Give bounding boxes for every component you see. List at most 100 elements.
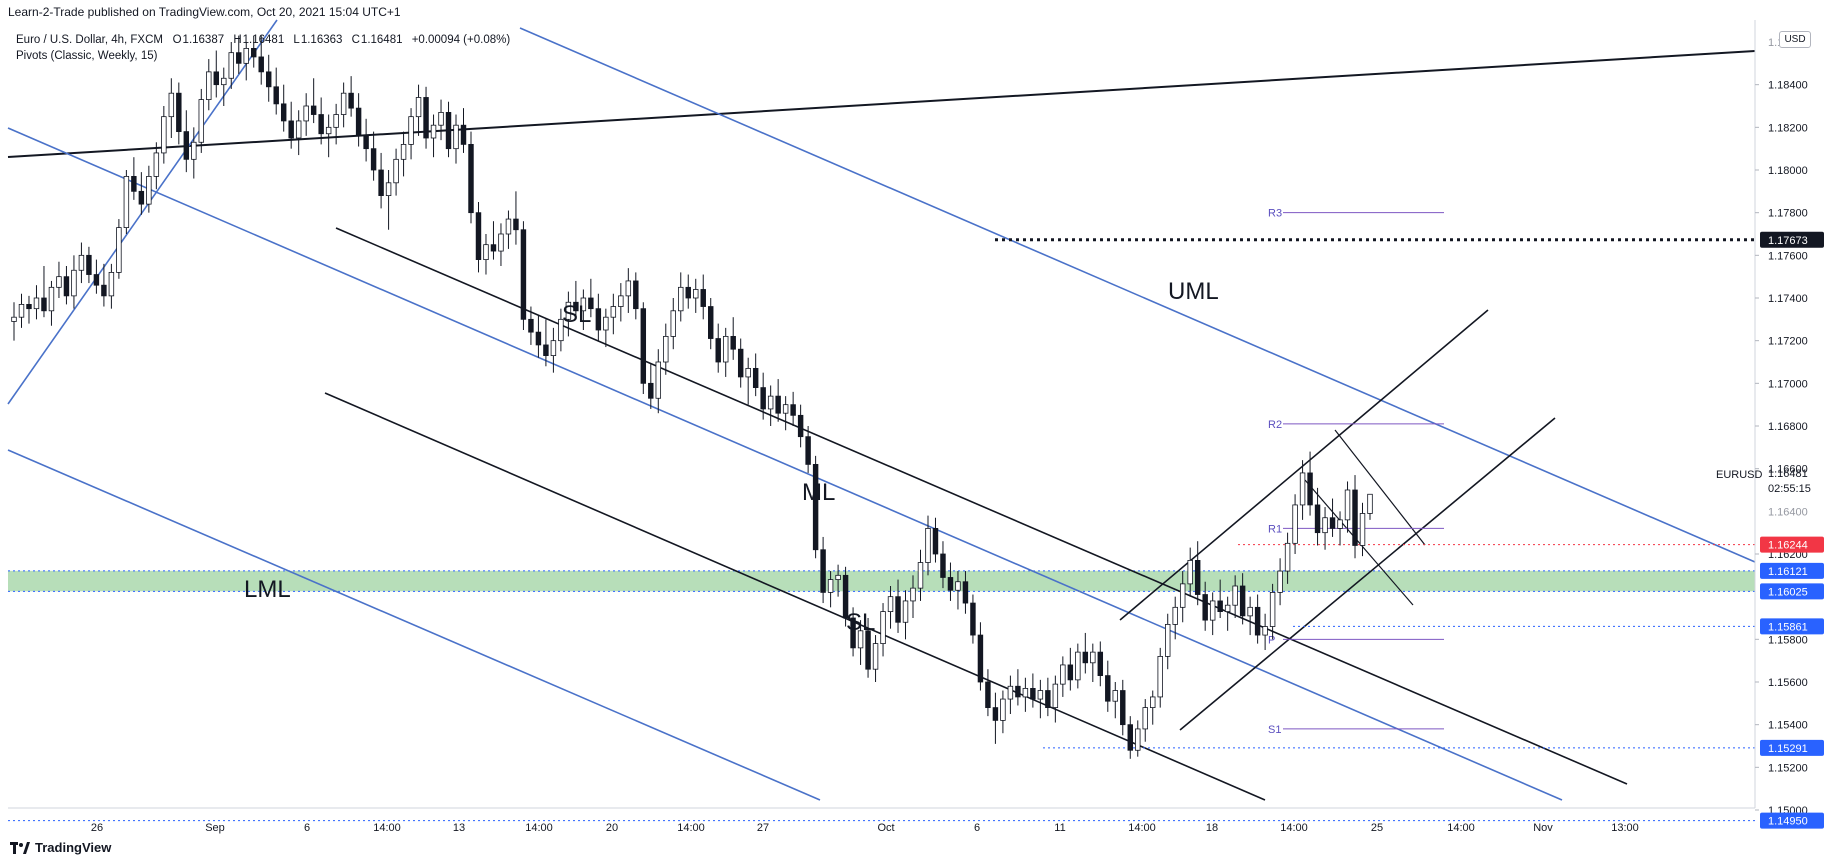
candle[interactable] <box>797 404 804 448</box>
currency-button[interactable]: USD <box>1779 31 1811 48</box>
candle[interactable] <box>767 385 774 426</box>
candle[interactable] <box>1007 675 1014 714</box>
candle[interactable] <box>86 246 92 284</box>
price-tag[interactable]: 1.15861 <box>1760 618 1824 635</box>
candle[interactable] <box>640 302 647 394</box>
candle[interactable] <box>700 274 706 320</box>
candle[interactable] <box>1299 460 1306 520</box>
candle[interactable] <box>535 315 542 358</box>
candle[interactable] <box>468 131 474 224</box>
candle[interactable] <box>288 101 294 149</box>
candle[interactable] <box>1179 571 1186 623</box>
candle[interactable] <box>370 131 377 181</box>
candle[interactable] <box>543 319 549 367</box>
candle[interactable] <box>1060 656 1066 697</box>
candle[interactable] <box>1097 641 1104 687</box>
candle[interactable] <box>872 635 879 682</box>
candle[interactable] <box>1090 643 1096 682</box>
candle[interactable] <box>685 274 691 309</box>
candle[interactable] <box>1359 502 1366 557</box>
candle[interactable] <box>48 280 55 326</box>
candle[interactable] <box>1337 511 1343 546</box>
candle[interactable] <box>1030 673 1036 708</box>
candle[interactable] <box>805 426 811 473</box>
candle[interactable] <box>11 302 17 341</box>
candle[interactable] <box>243 42 249 81</box>
candle[interactable] <box>1157 647 1163 708</box>
candle[interactable] <box>251 35 257 68</box>
candle[interactable] <box>445 101 452 158</box>
candle[interactable] <box>408 108 414 160</box>
candle[interactable] <box>378 152 384 209</box>
candle[interactable] <box>1262 613 1268 650</box>
candle[interactable] <box>1105 660 1111 712</box>
candle[interactable] <box>505 210 512 249</box>
candle[interactable] <box>498 223 504 266</box>
candle[interactable] <box>565 291 572 337</box>
candle[interactable] <box>333 103 339 145</box>
candle[interactable] <box>917 549 924 601</box>
candle[interactable] <box>1284 532 1291 584</box>
candle[interactable] <box>812 455 819 559</box>
candle[interactable] <box>715 323 721 373</box>
candle[interactable] <box>1202 581 1208 631</box>
candle[interactable] <box>678 272 684 322</box>
price-tag[interactable]: 1.16121 <box>1760 562 1824 579</box>
price-tag[interactable]: 1.15291 <box>1760 739 1824 756</box>
indicator-legend[interactable]: Pivots (Classic, Weekly, 15) <box>16 50 158 62</box>
candle[interactable] <box>78 242 85 284</box>
candle[interactable] <box>1075 643 1081 689</box>
candle[interactable] <box>513 191 519 245</box>
candle[interactable] <box>1329 498 1336 537</box>
candle[interactable] <box>977 622 984 691</box>
candle[interactable] <box>385 170 392 230</box>
candle[interactable] <box>460 108 467 153</box>
candle[interactable] <box>363 118 369 162</box>
candle[interactable] <box>303 93 309 136</box>
candle[interactable] <box>1120 679 1126 736</box>
candle[interactable] <box>947 562 954 601</box>
candle[interactable] <box>648 364 654 409</box>
candle[interactable] <box>483 234 489 275</box>
candle[interactable] <box>1344 481 1351 533</box>
candle[interactable] <box>857 620 864 665</box>
candles[interactable] <box>11 35 1373 759</box>
candle[interactable] <box>992 692 999 744</box>
candle[interactable] <box>258 35 264 85</box>
candle[interactable] <box>198 88 205 153</box>
candle[interactable] <box>1307 451 1313 516</box>
price-scale[interactable]: 1.18400 1.18200 1.18000 1.17800 1.17600 1.174… <box>1754 20 1824 829</box>
candle[interactable] <box>663 323 669 375</box>
candle[interactable] <box>131 157 137 200</box>
candle[interactable] <box>693 278 699 313</box>
candle[interactable] <box>558 308 564 352</box>
candle[interactable] <box>827 571 834 608</box>
candle[interactable] <box>625 268 632 313</box>
candle[interactable] <box>1254 594 1261 644</box>
candle[interactable] <box>865 618 871 678</box>
candle[interactable] <box>1239 573 1246 625</box>
price-tag[interactable]: 1.16025 <box>1760 583 1824 600</box>
candle[interactable] <box>93 259 100 294</box>
candle[interactable] <box>1314 487 1321 546</box>
candle[interactable] <box>573 280 579 320</box>
candle[interactable] <box>745 357 751 405</box>
candle[interactable] <box>1052 675 1059 723</box>
candle[interactable] <box>603 308 609 348</box>
candle[interactable] <box>962 571 969 614</box>
candle[interactable] <box>1367 493 1373 520</box>
candle[interactable] <box>1127 716 1133 759</box>
price-tag[interactable]: 1.17673 <box>1760 231 1824 248</box>
candle[interactable] <box>355 93 362 147</box>
candle[interactable] <box>340 82 347 128</box>
candle[interactable] <box>101 263 107 307</box>
candle[interactable] <box>1292 494 1298 554</box>
candle[interactable] <box>925 515 931 576</box>
candle[interactable] <box>588 278 594 318</box>
candle[interactable] <box>1015 669 1021 706</box>
candle[interactable] <box>265 54 272 102</box>
candle[interactable] <box>775 379 781 422</box>
candle[interactable] <box>1322 507 1328 550</box>
candle[interactable] <box>490 221 497 260</box>
candle[interactable] <box>318 97 324 145</box>
